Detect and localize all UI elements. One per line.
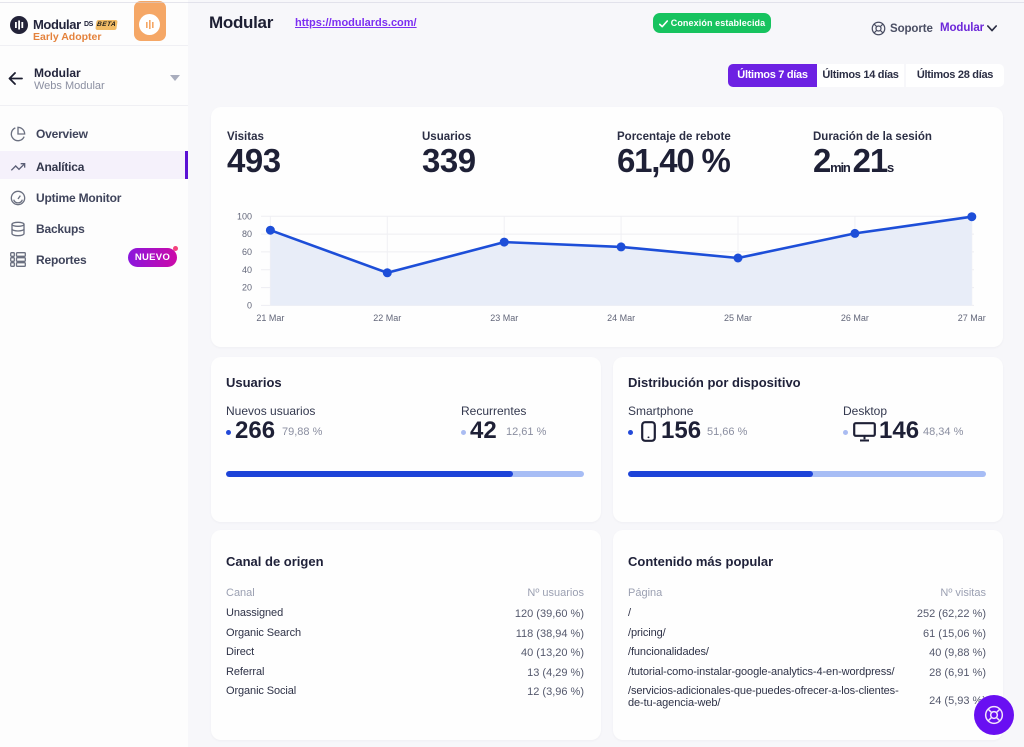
svg-text:22 Mar: 22 Mar (373, 313, 401, 323)
svg-text:23 Mar: 23 Mar (490, 313, 518, 323)
svg-text:0: 0 (247, 300, 252, 310)
svg-text:80: 80 (242, 229, 252, 239)
svg-text:21 Mar: 21 Mar (256, 313, 284, 323)
svg-text:20: 20 (242, 283, 252, 293)
svg-text:24 Mar: 24 Mar (607, 313, 635, 323)
svg-text:100: 100 (237, 211, 252, 221)
svg-text:25 Mar: 25 Mar (724, 313, 752, 323)
svg-text:40: 40 (242, 265, 252, 275)
svg-text:27 Mar: 27 Mar (958, 313, 986, 323)
svg-text:26 Mar: 26 Mar (841, 313, 869, 323)
svg-text:60: 60 (242, 247, 252, 257)
